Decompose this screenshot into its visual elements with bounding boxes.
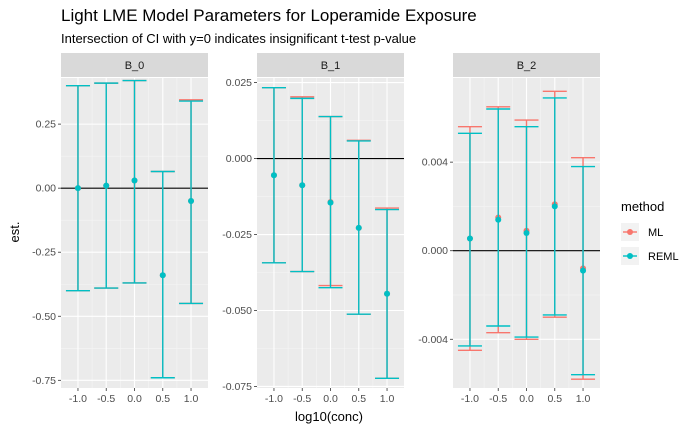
x-tick-label: 0.0 bbox=[127, 393, 142, 405]
point-reml bbox=[131, 177, 138, 184]
point-reml bbox=[384, 290, 391, 297]
chart-subtitle: Intersection of CI with y=0 indicates in… bbox=[61, 31, 416, 46]
y-tick-label: 0.000 bbox=[226, 153, 252, 165]
y-tick-label: 0.004 bbox=[422, 157, 448, 169]
legend-item-reml: REML bbox=[621, 247, 679, 265]
y-tick-label: 0.000 bbox=[422, 245, 448, 257]
series-reml bbox=[457, 97, 596, 376]
chart-title: Light LME Model Parameters for Loperamid… bbox=[61, 6, 477, 25]
x-tick-label: -0.5 bbox=[489, 393, 507, 405]
x-tick-label: -1.0 bbox=[265, 393, 283, 405]
point-reml bbox=[327, 199, 334, 206]
y-axis-title: est. bbox=[7, 222, 22, 243]
facet-strip bbox=[61, 53, 208, 77]
x-tick-label: 0.5 bbox=[547, 393, 562, 405]
facet-strip-label: B_2 bbox=[517, 60, 537, 72]
legend: method ML REML bbox=[621, 199, 679, 265]
facet-strip bbox=[453, 53, 600, 77]
panel-b-2: B_2 -1.0 -0.5 0.0 0.5 1.0 0.004 0.000 -0.004 bbox=[418, 53, 600, 405]
panel-b-1: B_1 -1.0 -0.5 0.0 0.5 1.0 0.025 0.000 -0.025 -0.0… bbox=[222, 53, 404, 405]
point-reml bbox=[270, 172, 277, 179]
point-reml bbox=[159, 272, 166, 279]
point-reml bbox=[103, 182, 110, 189]
x-tick-label: 1.0 bbox=[380, 393, 395, 405]
y-tick-label: 0.25 bbox=[36, 119, 57, 131]
facet-strip bbox=[257, 53, 404, 77]
y-tick-label: -0.025 bbox=[222, 229, 252, 241]
series-reml bbox=[261, 87, 400, 379]
point-reml bbox=[551, 203, 558, 210]
point-reml bbox=[355, 224, 362, 231]
y-tick-label: -0.75 bbox=[32, 375, 56, 387]
x-tick-label: 0.5 bbox=[351, 393, 366, 405]
x-tick-label: -0.5 bbox=[293, 393, 311, 405]
x-tick-label: 0.0 bbox=[519, 393, 534, 405]
point-reml bbox=[466, 235, 473, 242]
x-tick-label: 0.5 bbox=[155, 393, 170, 405]
facet-strip-label: B_0 bbox=[125, 60, 145, 72]
legend-label: ML bbox=[648, 227, 663, 239]
point-reml bbox=[495, 216, 502, 223]
facet-strip-label: B_1 bbox=[321, 60, 341, 72]
series-reml bbox=[65, 79, 204, 379]
facet-panels: B_0 -1.0 -0.5 0.0 0.5 1.0 0.25 0.00 -0.25 -0.50 -0… bbox=[32, 53, 600, 405]
y-tick-label: -0.50 bbox=[32, 311, 56, 323]
y-tick-label: -0.004 bbox=[418, 334, 448, 346]
y-tick-label: 0.025 bbox=[226, 77, 252, 89]
point-reml bbox=[299, 182, 306, 189]
x-tick-label: -1.0 bbox=[461, 393, 479, 405]
x-axis-title: log10(conc) bbox=[295, 409, 363, 424]
y-tick-label: -0.050 bbox=[222, 305, 252, 317]
x-tick-label: -0.5 bbox=[97, 393, 115, 405]
x-tick-label: 1.0 bbox=[576, 393, 591, 405]
legend-key-point bbox=[627, 253, 633, 259]
y-tick-label: -0.075 bbox=[222, 381, 252, 393]
y-tick-label: 0.00 bbox=[36, 183, 57, 195]
panel-b-0: B_0 -1.0 -0.5 0.0 0.5 1.0 0.25 0.00 -0.25 -0.50 -0… bbox=[32, 53, 208, 405]
x-tick-label: 1.0 bbox=[184, 393, 199, 405]
legend-item-ml: ML bbox=[621, 223, 663, 241]
point-reml bbox=[188, 197, 195, 204]
point-reml bbox=[74, 185, 81, 192]
legend-title: method bbox=[621, 199, 664, 214]
x-tick-label: -1.0 bbox=[69, 393, 87, 405]
y-tick-label: -0.25 bbox=[32, 247, 56, 259]
legend-key-point bbox=[627, 229, 633, 235]
legend-label: REML bbox=[648, 251, 679, 263]
x-tick-label: 0.0 bbox=[323, 393, 338, 405]
point-reml bbox=[580, 267, 587, 274]
point-reml bbox=[523, 230, 530, 236]
